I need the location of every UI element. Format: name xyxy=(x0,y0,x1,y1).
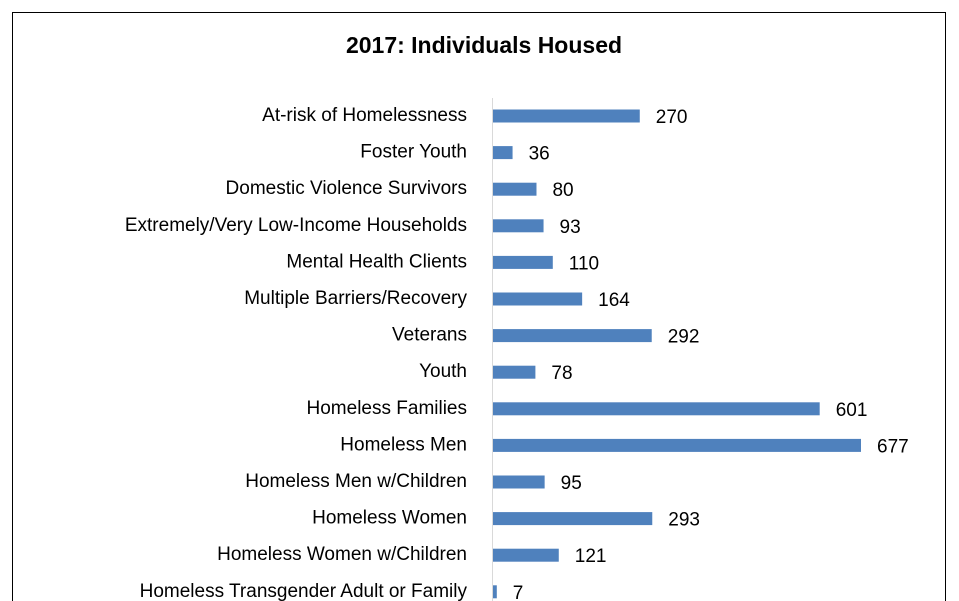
data-label: 270 xyxy=(656,107,688,128)
category-label: Homeless Men w/Children xyxy=(245,471,467,492)
category-label: Homeless Transgender Adult or Family xyxy=(140,581,468,601)
category-label: Homeless Women w/Children xyxy=(217,544,467,565)
bar xyxy=(493,475,545,489)
bar xyxy=(493,402,820,416)
data-label: 677 xyxy=(877,436,909,457)
data-label: 164 xyxy=(598,290,630,311)
data-label: 80 xyxy=(552,180,573,201)
data-label: 78 xyxy=(551,363,572,384)
data-label: 293 xyxy=(668,510,700,531)
bar xyxy=(493,146,513,160)
category-label: Veterans xyxy=(392,325,467,346)
bar xyxy=(493,255,553,269)
bar xyxy=(493,292,583,306)
bar xyxy=(493,585,497,599)
category-label: Multiple Barriers/Recovery xyxy=(244,288,467,309)
category-label: Mental Health Clients xyxy=(286,251,467,272)
data-label: 95 xyxy=(561,473,582,494)
data-label: 601 xyxy=(836,400,868,421)
bar xyxy=(493,109,640,123)
data-label: 292 xyxy=(668,327,700,348)
chart-title: 2017: Individuals Housed xyxy=(346,32,622,58)
bar xyxy=(493,548,559,562)
data-label: 110 xyxy=(569,253,599,274)
data-label: 7 xyxy=(513,583,524,601)
bar xyxy=(493,512,653,526)
bar xyxy=(493,219,544,233)
bar xyxy=(493,438,861,452)
data-label: 36 xyxy=(529,144,550,165)
bar xyxy=(493,182,537,196)
bar xyxy=(493,329,652,343)
chart-frame xyxy=(12,12,946,601)
category-label: Homeless Men xyxy=(340,434,467,455)
data-label: 93 xyxy=(560,217,581,238)
category-label: Domestic Violence Survivors xyxy=(226,178,467,199)
category-label: At-risk of Homelessness xyxy=(262,105,467,126)
category-label: Homeless Families xyxy=(307,398,467,419)
bar xyxy=(493,365,536,379)
category-label: Youth xyxy=(419,361,467,382)
data-label: 121 xyxy=(575,546,607,567)
category-label: Extremely/Very Low-Income Households xyxy=(125,215,467,236)
category-label: Foster Youth xyxy=(360,142,467,163)
category-label: Homeless Women xyxy=(312,508,467,529)
